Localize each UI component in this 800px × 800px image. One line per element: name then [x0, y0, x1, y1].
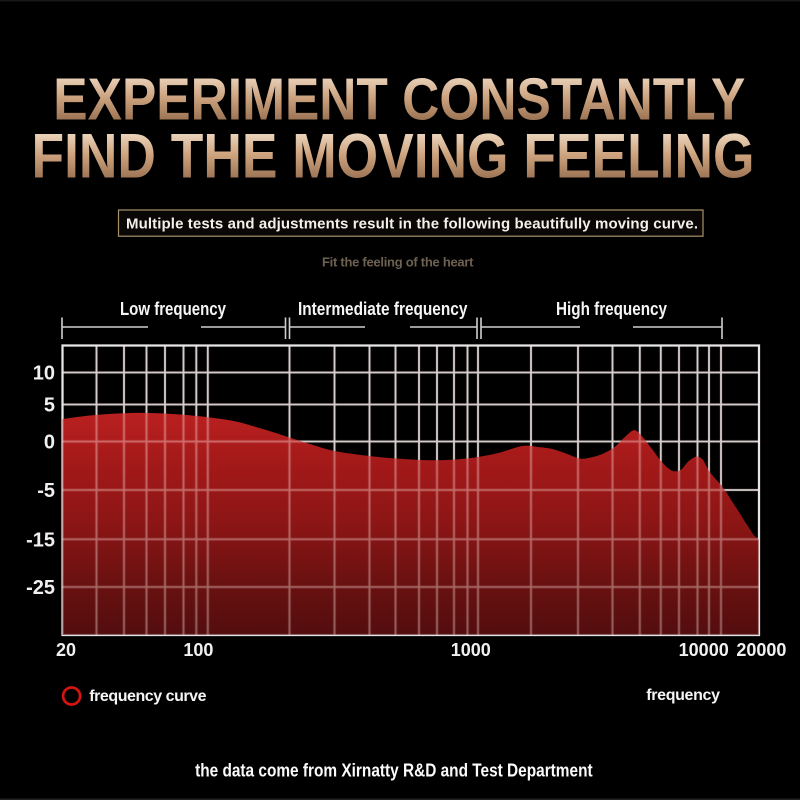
svg-text:EXPERIMENT CONSTANTLY: EXPERIMENT CONSTANTLY — [53, 67, 745, 133]
svg-text:High frequency: High frequency — [556, 299, 667, 319]
svg-text:Low frequency: Low frequency — [120, 299, 226, 319]
svg-text:100: 100 — [183, 640, 213, 660]
svg-text:20000: 20000 — [736, 640, 786, 660]
svg-text:the data come from Xirnatty R&: the data come from Xirnatty R&D and Test… — [195, 760, 592, 781]
svg-text:20: 20 — [56, 640, 76, 660]
svg-text:FIND THE MOVING FEELING: FIND THE MOVING FEELING — [32, 121, 755, 191]
svg-text:frequency: frequency — [646, 687, 720, 704]
svg-text:5: 5 — [44, 395, 55, 417]
svg-text:10: 10 — [33, 363, 55, 385]
svg-text:Intermediate frequency: Intermediate frequency — [298, 299, 467, 319]
svg-text:-5: -5 — [37, 480, 55, 502]
svg-text:frequency curve: frequency curve — [89, 688, 206, 705]
svg-text:10000: 10000 — [679, 640, 729, 660]
svg-text:0: 0 — [44, 432, 55, 454]
svg-text:Multiple tests and adjustments: Multiple tests and adjustments result in… — [126, 216, 698, 233]
svg-text:-15: -15 — [26, 530, 55, 552]
svg-text:-25: -25 — [26, 577, 55, 599]
svg-text:Fit the feeling of the heart: Fit the feeling of the heart — [322, 255, 474, 270]
svg-text:1000: 1000 — [451, 640, 491, 660]
